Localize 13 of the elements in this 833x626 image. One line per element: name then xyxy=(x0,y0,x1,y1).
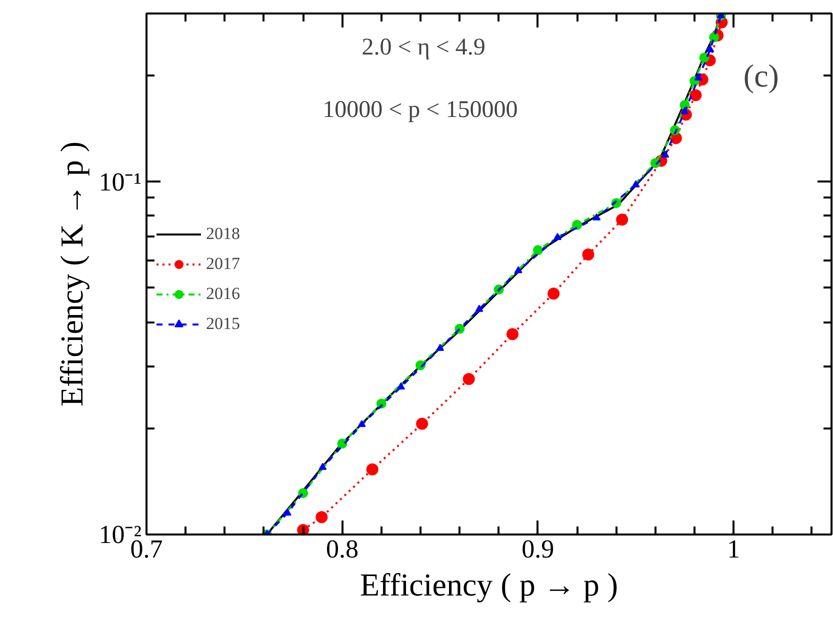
legend-label: 2016 xyxy=(206,284,240,304)
legend-label: 2018 xyxy=(206,224,240,244)
x-tick-label: 0.9 xyxy=(522,534,554,564)
y-axis-title: Efficiency ( K → p ) xyxy=(54,141,90,407)
annotation: 2.0 < η < 4.9 xyxy=(362,34,486,61)
annotation: 10000 < p < 150000 xyxy=(322,96,518,123)
legend-label: 2015 xyxy=(206,314,240,334)
legend-label: 2017 xyxy=(206,254,240,274)
x-tick-label: 1 xyxy=(727,534,740,564)
annotation: (c) xyxy=(743,58,779,94)
x-axis-title: Efficiency ( p → p ) xyxy=(360,566,618,602)
y-tick-label: 10⁻¹ xyxy=(98,167,142,196)
x-tick-label: 0.8 xyxy=(326,534,358,564)
